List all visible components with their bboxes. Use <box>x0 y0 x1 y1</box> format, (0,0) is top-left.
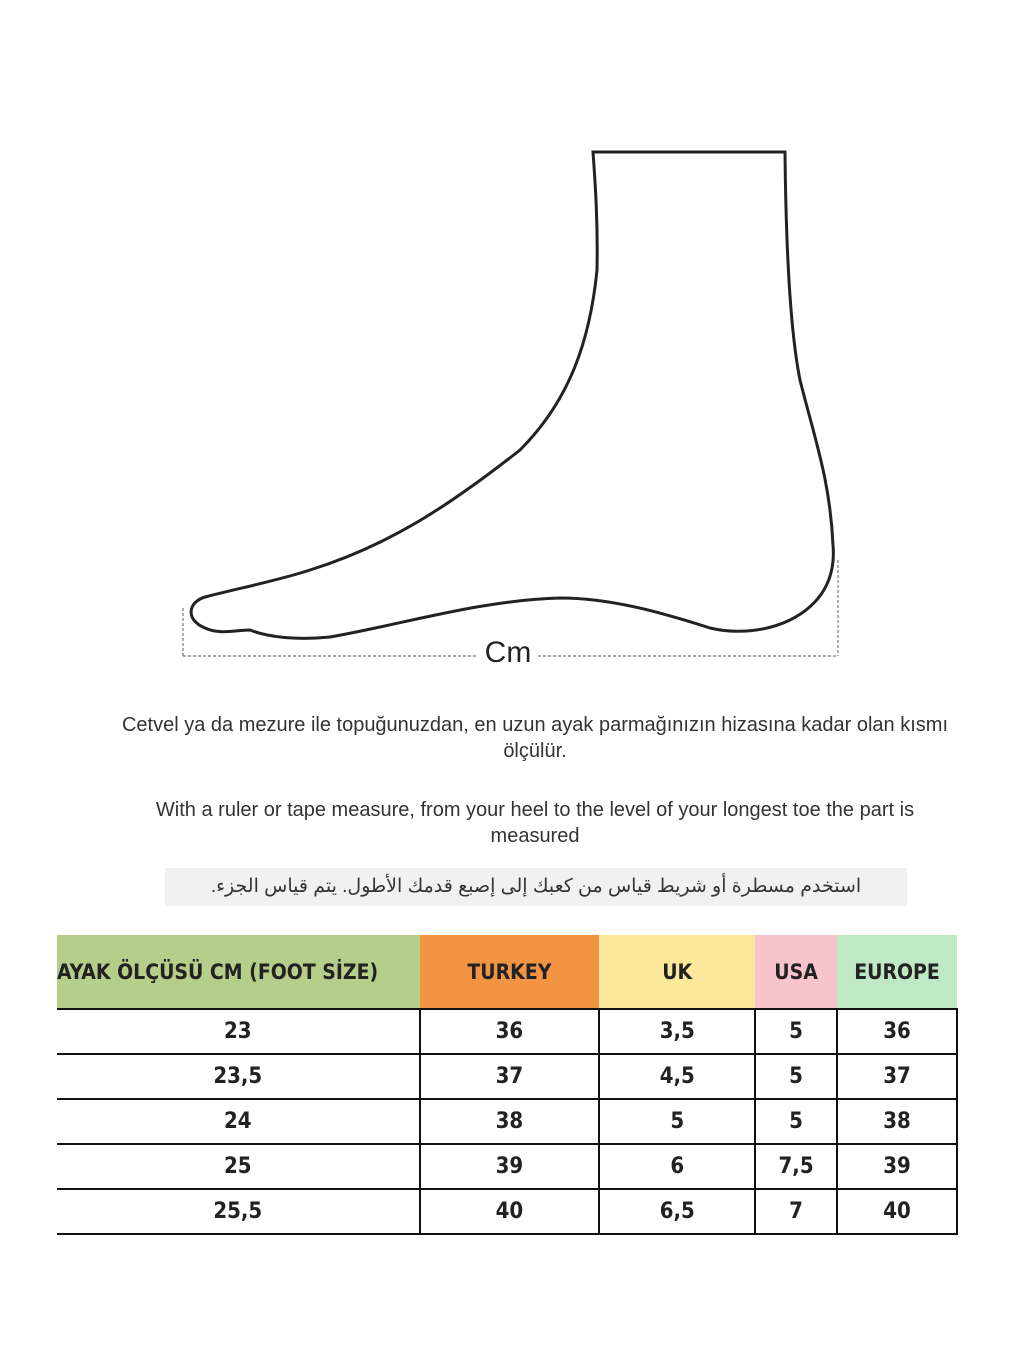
table-cell: 6 <box>598 1143 756 1189</box>
foot-outline-diagram <box>182 150 839 657</box>
table-row: 24 38 5 5 38 <box>57 1098 958 1144</box>
table-row: 25,5 40 6,5 7 40 <box>57 1188 958 1235</box>
table-cell: 38 <box>418 1098 600 1144</box>
table-cell: 24 <box>57 1098 420 1144</box>
table-cell: 5 <box>754 1053 838 1099</box>
table-cell: 39 <box>836 1143 958 1189</box>
table-cell: 37 <box>418 1053 600 1099</box>
foot-outline <box>189 150 835 640</box>
instruction-turkish: Cetvel ya da mezure ile topuğunuzdan, en… <box>121 714 949 762</box>
table-cell: 39 <box>418 1143 600 1189</box>
column-header: USA <box>755 935 838 1009</box>
table-cell: 7 <box>754 1188 838 1235</box>
table-cell: 38 <box>836 1098 958 1144</box>
table-cell: 37 <box>836 1053 958 1099</box>
table-cell: 5 <box>754 1008 838 1054</box>
table-cell: 6,5 <box>598 1188 756 1235</box>
table-cell: 40 <box>836 1188 958 1235</box>
table-cell: 40 <box>418 1188 600 1235</box>
table-header-row: AYAK ÖLÇÜSÜ CM (FOOT SİZE) TURKEY UK USA EUR… <box>57 935 957 1009</box>
table-cell: 5 <box>754 1098 838 1144</box>
column-header: AYAK ÖLÇÜSÜ CM (FOOT SİZE) <box>57 935 420 1009</box>
table-cell: 23 <box>57 1008 420 1054</box>
table-row: 23 36 3,5 5 36 <box>57 1008 958 1054</box>
table-cell: 5 <box>598 1098 756 1144</box>
table-cell: 3,5 <box>598 1008 756 1054</box>
table-cell: 7,5 <box>754 1143 838 1189</box>
table-row: 25 39 6 7,5 39 <box>57 1143 958 1189</box>
table-row: 23,5 37 4,5 5 37 <box>57 1053 958 1099</box>
measure-label: Cm <box>478 636 538 670</box>
table-cell: 36 <box>418 1008 600 1054</box>
table-cell: 4,5 <box>598 1053 756 1099</box>
instruction-english: With a ruler or tape measure, from your … <box>155 799 915 847</box>
table-cell: 25,5 <box>57 1188 420 1235</box>
size-chart-table: AYAK ÖLÇÜSÜ CM (FOOT SİZE) TURKEY UK USA EUR… <box>57 935 958 1235</box>
column-header: UK <box>599 935 756 1009</box>
table-cell: 36 <box>836 1008 958 1054</box>
column-header: TURKEY <box>419 935 600 1009</box>
column-header: EUROPE <box>837 935 957 1009</box>
table-cell: 23,5 <box>57 1053 420 1099</box>
table-cell: 25 <box>57 1143 420 1189</box>
instruction-arabic: استخدم مسطرة أو شريط قياس من كعبك إلى إص… <box>165 868 907 906</box>
